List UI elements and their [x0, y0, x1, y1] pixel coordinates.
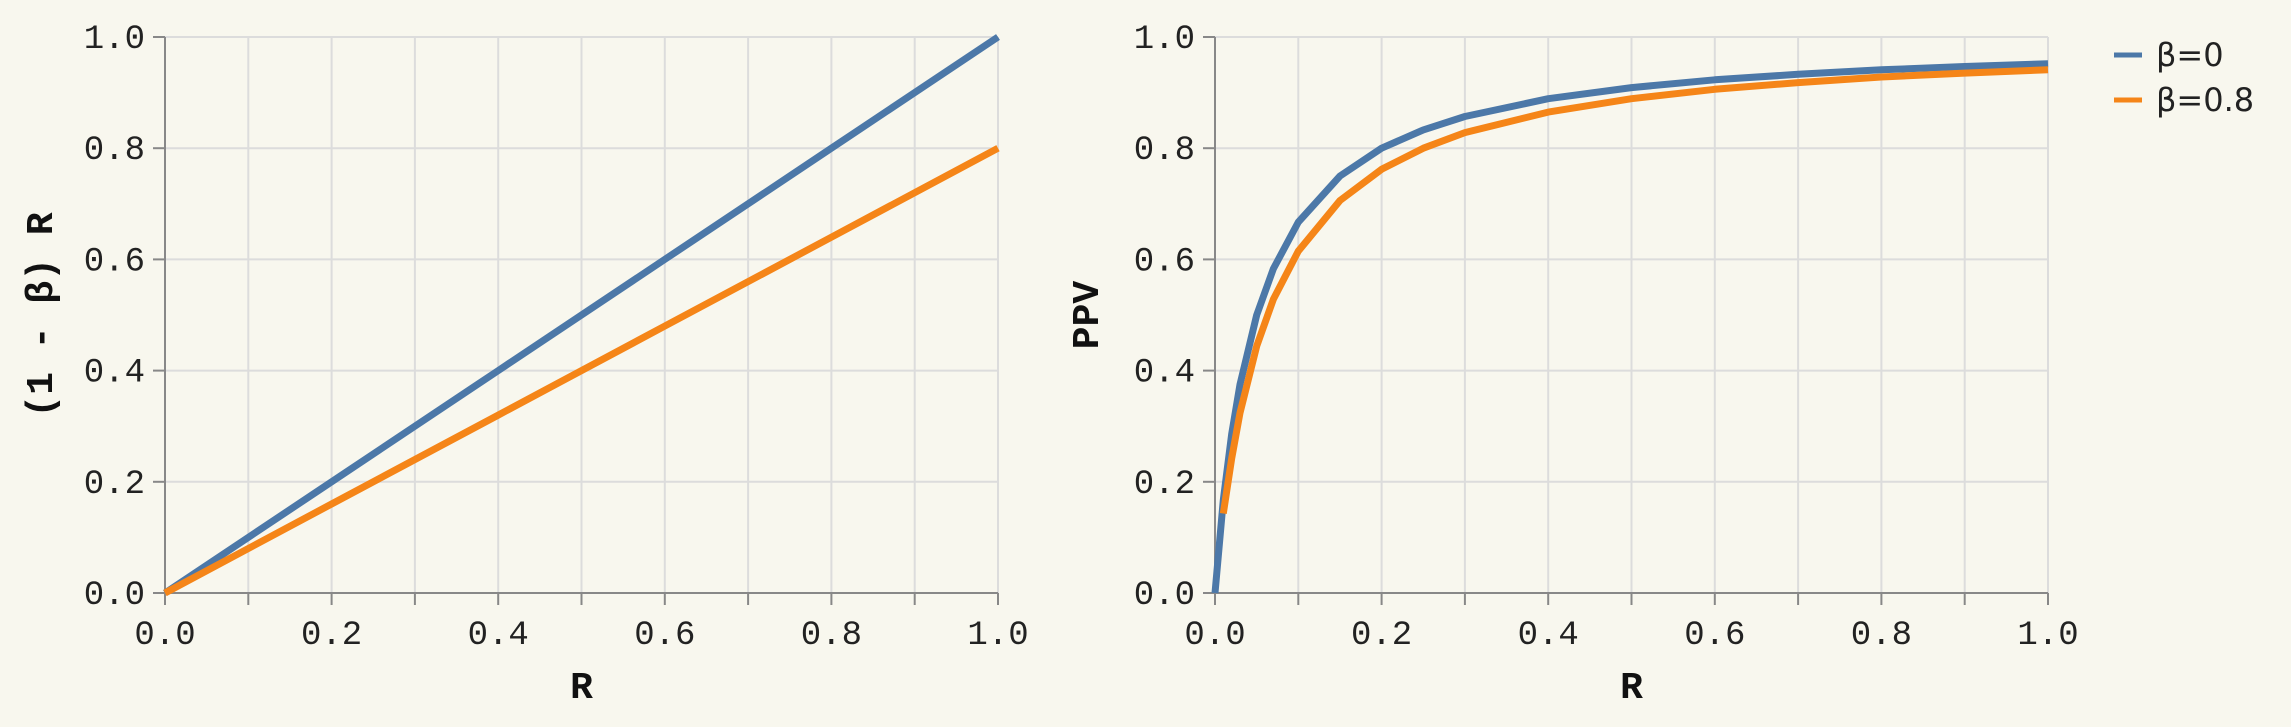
x-tick-label: 0.2 — [301, 617, 362, 655]
y-tick-label: 0.6 — [1134, 243, 1195, 281]
right-chart-panel: 0.0 0.2 0.4 0.6 0.8 1.0 0.0 0.2 0.4 0.6 0.8 1.0 R PPV — [1067, 21, 2079, 710]
x-axis-title: R — [1620, 667, 1643, 710]
x-tick-label: 0.8 — [801, 617, 862, 655]
x-tick-label: 0.4 — [468, 617, 529, 655]
series-line-beta-0 — [163, 34, 1000, 596]
x-tick-label: 1.0 — [967, 617, 1028, 655]
y-tick-label: 0.0 — [84, 577, 145, 615]
series-line-beta-0 — [1211, 60, 2049, 594]
left-chart-panel: 0.0 0.2 0.4 0.6 0.8 1.0 0.0 0.2 0.4 0.6 0.8 1.0 R (1 … — [21, 21, 1029, 710]
y-tick-label: 1.0 — [84, 21, 145, 59]
y-tick-label: 0.8 — [1134, 132, 1195, 170]
legend: β=0 β=0.8 — [2114, 36, 2254, 119]
x-tick-label: 1.0 — [2017, 617, 2078, 655]
y-tick-label: 0.6 — [84, 243, 145, 281]
grid — [1214, 36, 2049, 594]
y-tick-label: 0.4 — [84, 355, 145, 393]
y-tick-label: 0.8 — [84, 132, 145, 170]
legend-label: β=0 — [2156, 36, 2224, 74]
y-tick-label: 1.0 — [1134, 21, 1195, 59]
y-axis-title: (1 - β) R — [21, 212, 64, 417]
x-tick-label: 0.0 — [134, 617, 195, 655]
x-axis-title: R — [570, 667, 593, 710]
x-tick-label: 0.8 — [1851, 617, 1912, 655]
y-tick-label: 0.2 — [1134, 466, 1195, 504]
y-tick-label: 0.0 — [1134, 577, 1195, 615]
x-tick-label: 0.0 — [1184, 617, 1245, 655]
x-tick-label: 0.6 — [634, 617, 695, 655]
y-tick-label: 0.2 — [84, 466, 145, 504]
series-line-beta-0-8 — [1219, 66, 2049, 515]
series-line-beta-0-8 — [163, 145, 1000, 597]
y-axis-title: PPV — [1067, 281, 1110, 350]
legend-label: β=0.8 — [2156, 81, 2254, 119]
x-tick-label: 0.6 — [1684, 617, 1745, 655]
x-tick-label: 0.2 — [1351, 617, 1412, 655]
x-tick-label: 0.4 — [1518, 617, 1579, 655]
y-tick-label: 0.4 — [1134, 355, 1195, 393]
